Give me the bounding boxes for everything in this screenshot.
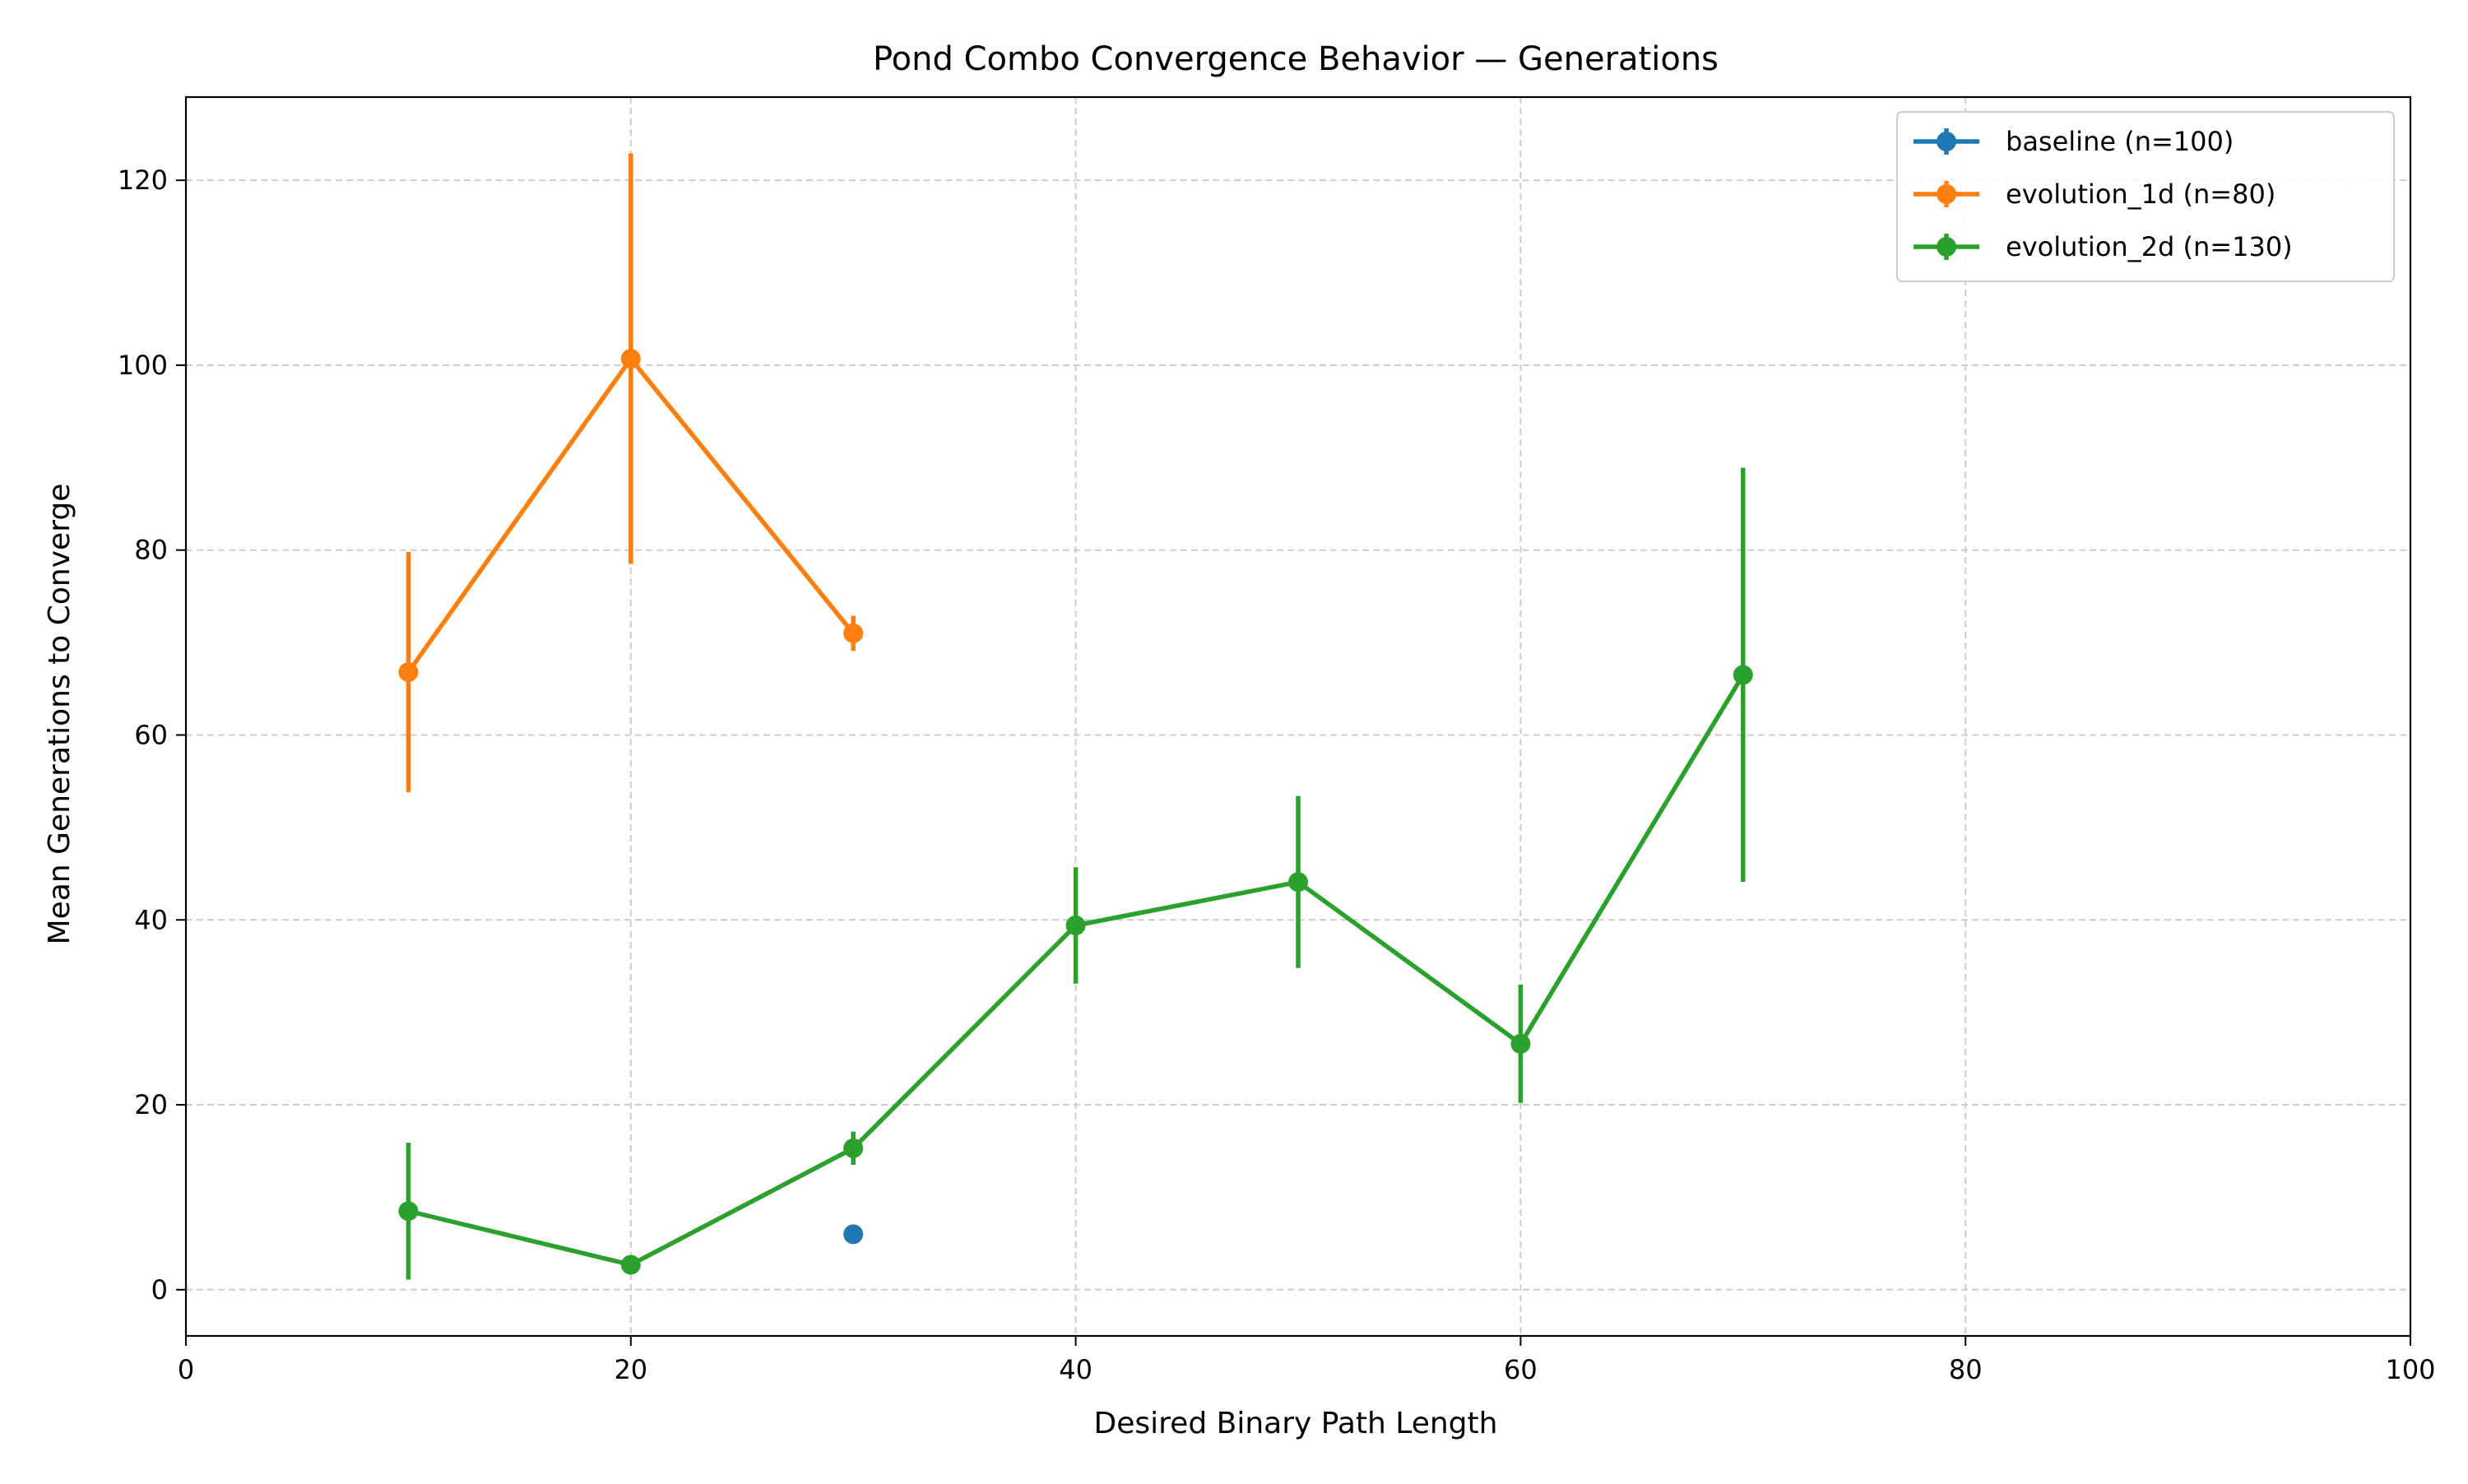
y-tick-label: 80 (134, 535, 168, 566)
y-tick-label: 0 (151, 1274, 168, 1305)
legend-marker (1937, 184, 1956, 204)
data-point (1065, 915, 1086, 935)
data-point (1733, 665, 1753, 685)
data-point (620, 1254, 641, 1275)
x-axis-label: Desired Binary Path Length (1094, 1407, 1498, 1440)
series-group (398, 467, 1753, 1280)
x-tick-label: 60 (1504, 1354, 1538, 1385)
legend-label: evolution_2d (n=130) (2006, 231, 2293, 262)
series-group (843, 1224, 864, 1245)
y-tick-label: 20 (134, 1089, 168, 1120)
data-point (1510, 1033, 1531, 1054)
data-point (843, 1138, 864, 1158)
legend-marker (1937, 237, 1956, 257)
data-point (398, 1201, 419, 1222)
x-tick-label: 80 (1949, 1354, 1983, 1385)
x-tick-label: 100 (2385, 1354, 2435, 1385)
x-tick-label: 0 (178, 1354, 194, 1385)
data-point (843, 1224, 864, 1245)
y-tick-label: 120 (118, 165, 168, 196)
x-tick-label: 20 (614, 1354, 647, 1385)
series-group (398, 153, 864, 793)
chart-title: Pond Combo Convergence Behavior — Genera… (873, 40, 1719, 78)
y-axis-label: Mean Generations to Converge (43, 484, 77, 945)
y-tick-label: 100 (118, 350, 168, 381)
legend-label: baseline (n=100) (2006, 126, 2234, 157)
x-tick-label: 40 (1059, 1354, 1093, 1385)
plot-frame (184, 95, 2412, 1338)
data-point (398, 662, 419, 683)
data-point (843, 623, 864, 643)
data-point (1288, 872, 1308, 893)
series-layer (398, 153, 1753, 1280)
legend-box (1896, 111, 2395, 282)
axis-ticks: 0 20 40 60 80 100 0 20 40 60 80 100 120 (118, 165, 2436, 1385)
legend-marker (1937, 132, 1956, 151)
y-tick-label: 60 (134, 719, 168, 750)
legend-label: evolution_1d (n=80) (2006, 179, 2275, 210)
legend: baseline (n=100) evolution_1d (n=80) evolu… (1896, 111, 2395, 282)
y-tick-label: 40 (134, 904, 168, 935)
data-point (620, 349, 641, 369)
